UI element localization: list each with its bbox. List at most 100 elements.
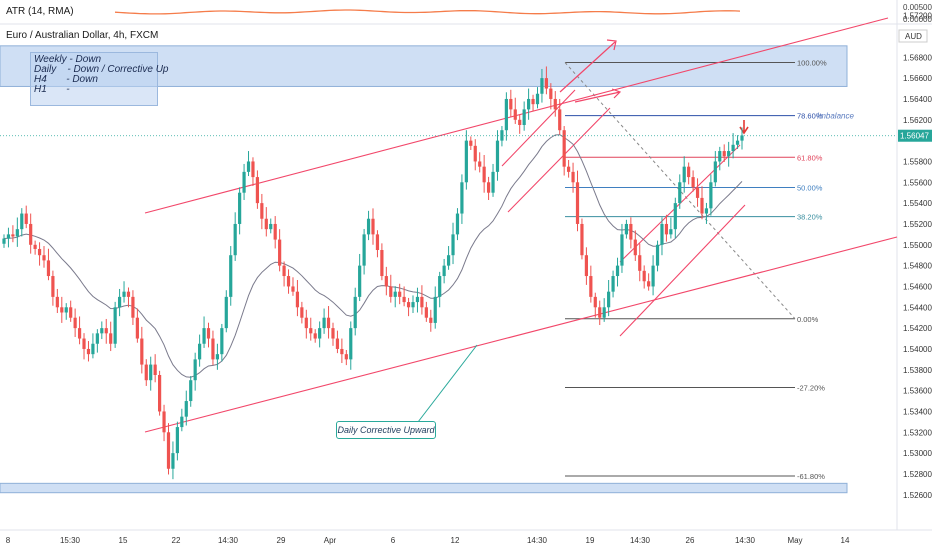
candle-body	[313, 333, 317, 339]
candle-body	[340, 348, 344, 355]
time-axis[interactable]: 8 15:30 15 22 14:30 29 Apr 6 12 14:30 19 14:30 26 14:…	[6, 536, 850, 545]
fib-level-label: 78.60%	[797, 112, 823, 121]
candle-body	[144, 364, 148, 381]
candle-body	[509, 98, 513, 110]
fib-level-label: -27.20%	[797, 384, 825, 393]
candle-body	[60, 307, 64, 313]
candle-body	[353, 296, 357, 329]
candle-body	[482, 166, 486, 183]
note-h4: H4 - Down	[34, 74, 98, 85]
candle-body	[322, 317, 326, 329]
candle-body	[166, 432, 171, 469]
candle-body	[198, 343, 202, 360]
price-tick-label: 1.54800	[903, 262, 932, 271]
candle-body	[117, 296, 122, 308]
fib-level-label: 38.20%	[797, 213, 823, 222]
candle-body	[366, 218, 371, 235]
price-tick-label: 1.56800	[903, 53, 932, 62]
candle-body	[135, 317, 139, 339]
candle-body	[193, 359, 197, 381]
candle-body	[291, 286, 295, 292]
candle-body	[642, 270, 646, 282]
candle-body	[420, 296, 424, 308]
atr-zero-label: 0.00000	[903, 15, 932, 24]
candle-body	[429, 317, 433, 323]
candle-body	[295, 291, 300, 308]
candle-body	[229, 255, 233, 297]
candle-body	[73, 317, 77, 329]
moving-average-line	[3, 134, 743, 378]
price-tick-label: 1.56400	[903, 95, 932, 104]
price-tick-label: 1.55600	[903, 178, 932, 187]
candle-body	[531, 98, 535, 105]
candle-body	[273, 223, 277, 240]
price-axis[interactable]: 1.57200 1.56800 1.56600 1.56400 1.56200 1.558…	[898, 12, 932, 500]
price-tick-label: 1.54600	[903, 282, 932, 291]
candle-body	[722, 151, 726, 157]
currency-badge	[898, 29, 928, 43]
fib-level-label: 0.00%	[797, 315, 819, 324]
candle-body	[620, 234, 624, 266]
candle-body	[727, 151, 731, 157]
time-tick-label: 19	[586, 536, 595, 545]
candle-body	[433, 296, 437, 323]
candle-body	[451, 234, 455, 256]
down-arrow-icon	[739, 120, 749, 135]
candle-body	[486, 182, 491, 193]
candle-body	[82, 338, 86, 349]
time-tick-label: 14:30	[218, 536, 239, 545]
candle-body	[91, 343, 95, 355]
candle-body	[42, 255, 46, 261]
candle-body	[64, 307, 68, 313]
fib-level-label: 100.00%	[797, 59, 827, 68]
candle-body	[415, 296, 420, 303]
candle-body	[549, 88, 553, 99]
candlestick-series	[2, 66, 744, 480]
candle-body	[651, 265, 655, 287]
candle-body	[664, 223, 669, 235]
candle-body	[278, 239, 282, 266]
candle-body	[607, 291, 611, 308]
candle-body	[331, 328, 335, 339]
candle-body	[233, 223, 237, 256]
time-tick-label: 14:30	[735, 536, 756, 545]
candle-body	[309, 328, 313, 334]
price-tick-label: 1.53200	[903, 428, 932, 437]
price-tick-label: 1.54200	[903, 324, 932, 333]
candle-body	[255, 177, 260, 204]
candle-body	[473, 145, 477, 162]
price-tick-label: 1.55200	[903, 220, 932, 229]
price-tick-label: 1.52600	[903, 491, 932, 500]
price-tick-label: 1.56200	[903, 116, 932, 125]
candle-body	[149, 364, 153, 381]
candle-body	[162, 411, 166, 433]
candle-body	[629, 223, 633, 240]
candle-body	[602, 307, 606, 318]
candle-body	[260, 203, 264, 219]
candle-body	[109, 333, 113, 344]
candle-body	[15, 229, 19, 237]
candle-body	[442, 265, 446, 277]
candle-body	[180, 416, 184, 428]
candle-body	[113, 307, 117, 344]
candle-body	[540, 78, 544, 94]
candle-body	[206, 328, 211, 339]
symbol-title: Euro / Australian Dollar, 4h, FXCM	[6, 30, 159, 41]
candle-body	[535, 93, 540, 105]
moving-average	[3, 134, 743, 378]
atr-value-label: 0.00500	[903, 3, 932, 12]
candle-body	[615, 265, 620, 277]
candle-body	[393, 291, 397, 297]
candle-body	[242, 171, 246, 193]
candle-body	[478, 161, 482, 167]
candle-body	[704, 208, 709, 214]
candle-body	[264, 218, 268, 230]
time-tick-label: 12	[451, 536, 460, 545]
price-tick-label: 1.55400	[903, 199, 932, 208]
candle-body	[300, 307, 304, 318]
candle-body	[424, 307, 428, 318]
candle-body	[695, 187, 700, 198]
candle-body	[553, 98, 557, 110]
price-tick-label: 1.56600	[903, 74, 932, 83]
candle-body	[469, 140, 473, 146]
